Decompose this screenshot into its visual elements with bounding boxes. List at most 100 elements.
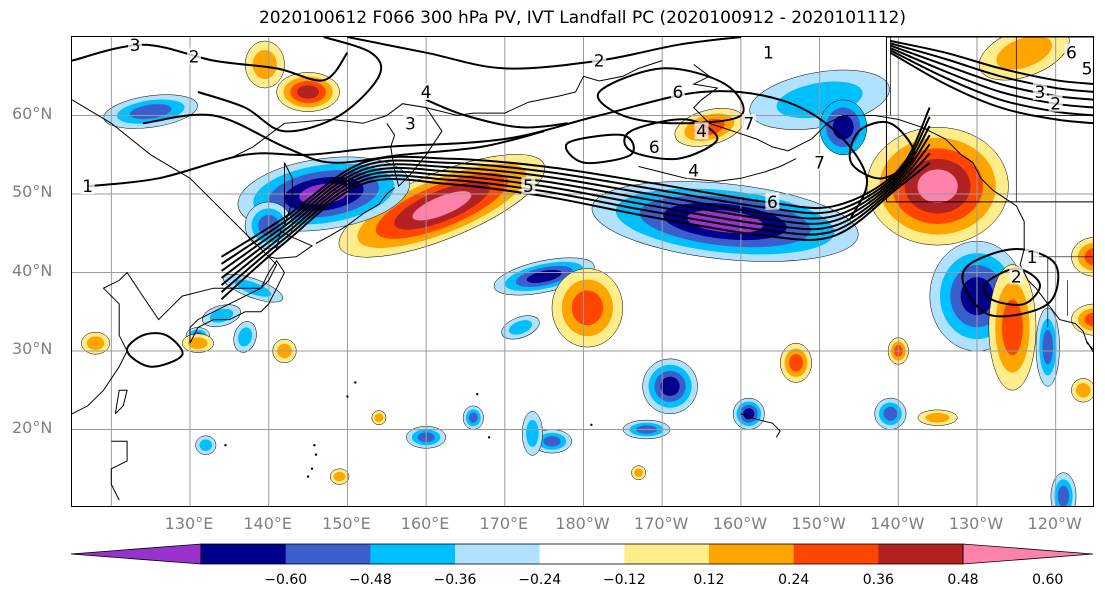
latitude-label: 30°N (12, 339, 53, 358)
colorbar-extend-high (962, 543, 1094, 565)
longitude-label: 170°E (479, 514, 529, 533)
pv-fill-region (743, 408, 755, 420)
contour-label-bg (403, 114, 418, 132)
contour-label: 6 (1066, 44, 1077, 64)
contour-label-bg (812, 153, 827, 171)
map-panel: 3221647645671341265432 (71, 36, 1094, 507)
contour-label-bg (761, 43, 776, 61)
coastline-segment (72, 99, 278, 415)
pv-fill-region (1042, 329, 1053, 365)
coastline-segment (114, 389, 128, 415)
island-dot (346, 395, 349, 398)
island-dot (224, 444, 227, 447)
contour-label: 1 (763, 44, 774, 64)
colorbar (71, 543, 1094, 565)
longitude-label: 130°E (164, 514, 214, 533)
colorbar-tick-label: 0.24 (778, 572, 810, 588)
pv-fill-region (412, 191, 472, 221)
colorbar-swatch (624, 544, 710, 564)
pv-fill-region (571, 290, 604, 326)
pv-fill-region (188, 337, 208, 350)
latitude-label: 50°N (12, 182, 53, 201)
latitude-label: 60°N (12, 103, 53, 123)
contour-label-bg (741, 114, 756, 132)
pv-fill-region (917, 169, 958, 203)
longitude-label: 170°W (634, 514, 689, 533)
colorbar-swatch (201, 544, 287, 564)
latitude-label: 40°N (12, 260, 53, 280)
longitude-label: 120°W (1027, 514, 1082, 533)
contour-label-bg (1025, 247, 1039, 265)
contour-label-bg (187, 47, 201, 65)
contour-labels: 3221647645671341265432 (80, 37, 1093, 287)
contour-label: 4 (688, 161, 699, 181)
pv-fill-region (297, 85, 319, 99)
pv-fill-region (508, 320, 533, 335)
pv-fill-region (543, 436, 561, 447)
island-dot (306, 475, 310, 478)
island-dot (354, 381, 357, 384)
contour-label-bg (1032, 83, 1047, 100)
contour-label-bg (1064, 43, 1079, 61)
ivt-contour-ring (126, 332, 184, 368)
longitude-label: 140°E (243, 514, 293, 533)
pv-fill-region (1075, 383, 1091, 398)
contour-label: 4 (421, 83, 432, 103)
ivt-contour-line (889, 49, 1093, 117)
pv-fill-region (789, 354, 803, 372)
ivt-contour-line (220, 143, 931, 286)
ivt-contour-ring (564, 133, 635, 165)
ivt-contour-line (890, 47, 1093, 109)
pv-fill-region (333, 471, 346, 482)
contour-label: 2 (1050, 95, 1061, 115)
contour-label: 4 (696, 122, 707, 142)
pv-fill-region (86, 336, 105, 351)
longitude-label: 160°E (400, 514, 450, 533)
contour-label: 3 (130, 37, 141, 56)
contour-label-bg (670, 83, 685, 100)
ivt-contour-line (890, 42, 1093, 93)
colorbar-extend-low (71, 543, 202, 565)
pv-fill-region (238, 327, 253, 347)
coastline-segment (740, 413, 781, 438)
contour-label: 5 (523, 177, 534, 197)
pv-fill-region (1084, 312, 1093, 327)
contour-label-bg (647, 137, 662, 155)
pv-fill-region (925, 412, 950, 423)
ivt-contour-line (425, 98, 568, 129)
longitude-label: 180°W (555, 514, 610, 533)
longitude-label: 130°W (948, 514, 1004, 533)
ivt-contour-line (220, 162, 931, 300)
pv-fill-region (883, 406, 898, 421)
colorbar-tick-label: 0.48 (947, 572, 979, 588)
contour-label-bg (1009, 267, 1024, 285)
pv-fill-region (374, 413, 384, 423)
ivt-contour-line (890, 39, 1093, 85)
colorbar-swatch (793, 544, 879, 564)
colorbar-swatch (709, 544, 795, 564)
pv-fill-region (526, 269, 562, 283)
colorbar-tick-label: 0.60 (1032, 572, 1064, 588)
colorbar-outline (200, 543, 964, 565)
pv-fill-region (199, 439, 213, 452)
colorbar-swatch (285, 544, 371, 564)
pv-fill-region (660, 376, 680, 396)
contour-label-bg (521, 177, 536, 195)
coastline-segment (692, 64, 1093, 350)
island-dot (476, 392, 479, 396)
colorbar-tick-label: 0.36 (862, 572, 894, 588)
contour-label: 2 (1011, 267, 1022, 287)
contour-label: 6 (672, 83, 683, 103)
coastline-segment (284, 162, 293, 226)
contour-label-bg (694, 122, 709, 140)
colorbar-tick-label: 0.12 (693, 572, 725, 588)
island-dot (487, 436, 491, 439)
map-gridlines (72, 37, 1093, 506)
colorbar-swatch (539, 544, 625, 564)
contour-label: 3 (1034, 83, 1045, 103)
coastlines (72, 60, 1093, 501)
pv-fill-region (526, 419, 539, 447)
ivt-contour-line (142, 113, 545, 164)
contour-label-bg (765, 192, 780, 210)
small-islands (224, 381, 593, 478)
